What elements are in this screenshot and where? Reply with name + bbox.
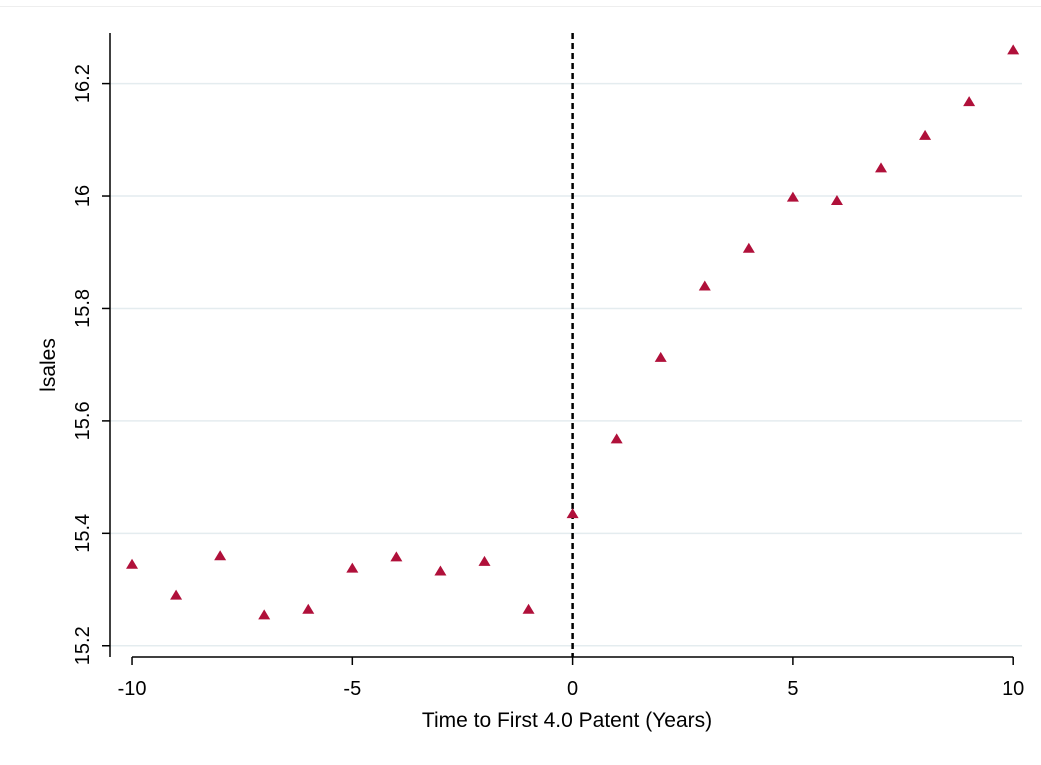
data-point [963,96,976,107]
data-point [170,589,183,600]
y-tick-label: 16.2 [72,64,94,103]
data-point [214,550,227,561]
data-points [126,44,1020,620]
data-point [698,280,711,291]
x-axis-label: Time to First 4.0 Patent (Years) [422,709,712,732]
x-tick-label: 5 [787,678,798,700]
data-point [786,191,799,202]
x-tick-label: 10 [1002,678,1024,700]
data-point [522,603,535,614]
y-axis-label: lsales [37,338,60,392]
data-point [346,562,359,573]
top-divider [0,6,1041,7]
x-tick-label: 0 [567,678,578,700]
x-tick-label: -5 [343,678,361,700]
data-point [610,433,623,444]
y-tick-label: 15.6 [72,401,94,440]
data-point [390,551,403,562]
grid-lines [110,82,1022,647]
x-tick-label: -10 [118,678,147,700]
axes: 15.2 15.4 15.6 15.8 16 16.2 -10 -5 0 5 10 [72,33,1024,700]
data-point [830,195,843,206]
data-point [126,558,139,569]
data-point [1007,44,1020,55]
data-point [434,565,447,576]
y-tick-label: 15.2 [72,626,94,665]
data-point [875,162,888,173]
y-tick-label: 15.4 [72,514,94,553]
data-point [302,603,315,614]
y-tick-label: 16 [72,185,94,207]
data-point [919,129,932,140]
data-point [742,242,755,253]
data-point [258,609,271,620]
y-tick-label: 15.8 [72,289,94,328]
data-point [654,351,667,362]
data-point [478,555,491,566]
data-point [566,508,579,519]
